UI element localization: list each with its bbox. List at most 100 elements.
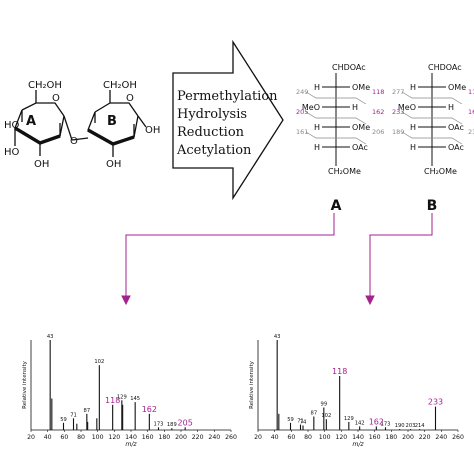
cleavage-line (305, 111, 367, 125)
process-step-acetylation: Acetylation (176, 143, 252, 158)
derivative-substituent-right: OAc (448, 143, 464, 152)
derivative-substituent-right: H (352, 103, 358, 112)
peak-label: 43 (47, 334, 54, 340)
derivative-substituent-left: MeO (398, 103, 416, 112)
fragment-mz-right: 162 (372, 108, 384, 116)
fragment-mz-right: 206 (372, 128, 384, 136)
disaccharide-structure (14, 90, 147, 157)
peak-label: 129 (344, 416, 354, 422)
peak-label: 173 (154, 421, 164, 427)
x-tick-label: 80 (304, 434, 312, 441)
fragment-mz-right: 234 (468, 128, 474, 136)
x-tick-label: 200 (402, 434, 414, 441)
derivative-label: A (331, 198, 342, 214)
x-tick-label: 140 (125, 434, 137, 441)
derivative-substituent-left: H (314, 83, 320, 92)
process-step-hydrolysis: Hydrolysis (177, 107, 247, 122)
x-tick-label: 120 (108, 434, 120, 441)
peak-label: 129 (117, 394, 127, 400)
derivative-b: CHDOAc H OMe MeO H H OAc H OAc CH₂OMe 277 233 189 118… (392, 63, 474, 214)
derivative-substituent-right: OAc (448, 123, 464, 132)
peak-label: 203 (406, 423, 416, 429)
disaccharide-labels: CH₂OH O A HO HO OH O CH₂OH O B OH OH (4, 80, 160, 170)
x-tick-label: 160 (369, 434, 381, 441)
peak-label: 190 (395, 423, 405, 429)
connector-a-head (121, 295, 131, 306)
fragment-mz-left: 233 (392, 108, 404, 116)
x-tick-label: 260 (225, 434, 237, 441)
cleavage-line (305, 91, 367, 105)
fragment-mz-left: 249 (296, 88, 308, 96)
derivative-substituent-left: H (410, 123, 416, 132)
peak-label: 71 (297, 419, 304, 425)
derivative-bottom-group: CH₂OMe (424, 167, 457, 176)
peak-label: 102 (94, 359, 104, 365)
process-arrow: Permethylation Hydrolysis Reduction Acet… (172, 39, 284, 201)
connector-b-head (365, 295, 375, 306)
x-tick-label: 200 (175, 434, 187, 441)
peak-label: 142 (355, 420, 365, 426)
x-tick-label: 180 (385, 434, 397, 441)
peak-label: 214 (415, 423, 426, 429)
peak-label: 99 (321, 402, 328, 408)
ring-b-ring-oxygen: O (126, 93, 134, 104)
peak-label: 43 (274, 334, 281, 340)
peak-label: 59 (60, 417, 67, 423)
cleavage-line (401, 91, 463, 105)
ring-b-oh-1: OH (145, 125, 160, 136)
peak-label: 59 (287, 417, 294, 423)
peak-label: 71 (70, 412, 77, 418)
fragment-mz-right: 118 (468, 88, 474, 96)
x-tick-label: 60 (60, 434, 68, 441)
connector-arrows (121, 213, 433, 306)
ring-b-label: B (107, 114, 117, 129)
x-tick-label: 100 (319, 434, 331, 441)
x-tick-label: 180 (158, 434, 170, 441)
peak-label: 233 (428, 398, 443, 407)
derivative-substituent-left: H (314, 143, 320, 152)
derivative-substituent-right: OMe (352, 123, 370, 132)
x-tick-label: 20 (27, 434, 35, 441)
derivative-substituent-right: OMe (448, 83, 466, 92)
glycosidic-oxygen: O (70, 136, 78, 147)
cleavage-line (401, 131, 463, 145)
x-axis-label: m/z (352, 441, 364, 448)
ring-a (14, 90, 73, 156)
x-tick-label: 40 (44, 434, 52, 441)
peak-label: 118 (105, 396, 120, 405)
x-tick-label: 260 (452, 434, 464, 441)
x-tick-label: 220 (192, 434, 204, 441)
derivative-substituent-left: H (314, 123, 320, 132)
x-axis-label: m/z (125, 441, 137, 448)
peak-label: 173 (381, 421, 391, 427)
connector-b (369, 213, 433, 296)
peak-label: 162 (369, 417, 384, 426)
connector-a (125, 213, 335, 296)
y-axis-label: Relative intensity (22, 360, 28, 409)
ring-b-oh-3: OH (106, 159, 121, 170)
x-tick-label: 20 (254, 434, 262, 441)
derivative-bottom-group: CH₂OMe (328, 167, 361, 176)
peak-label: 118 (332, 367, 347, 376)
process-steps: Permethylation Hydrolysis Reduction Acet… (176, 89, 278, 158)
peak-label: 74 (300, 420, 307, 426)
fragment-mz-right: 162 (468, 108, 474, 116)
peak-label: 189 (167, 422, 177, 428)
process-arrow-shape (172, 39, 284, 201)
ring-b (87, 90, 147, 157)
peak-label: 162 (142, 405, 157, 414)
fragment-mz-left: 205 (296, 108, 308, 116)
fragment-mz-left: 161 (296, 128, 308, 136)
peak-label: 145 (130, 396, 140, 402)
cleavage-line (305, 131, 367, 145)
spectrum-b: 20 40 60 80 100 120 140 160 180 200 220 240 260 m/z Re… (249, 334, 464, 448)
derivative-substituent-right: OMe (352, 83, 370, 92)
x-tick-label: 80 (77, 434, 85, 441)
derivative-substituent-left: H (410, 83, 416, 92)
derivative-top-group: CHDOAc (428, 63, 462, 72)
ring-a-ring-oxygen: O (52, 93, 60, 104)
derivative-top-group: CHDOAc (332, 63, 366, 72)
glycosidic-bond (71, 137, 89, 141)
